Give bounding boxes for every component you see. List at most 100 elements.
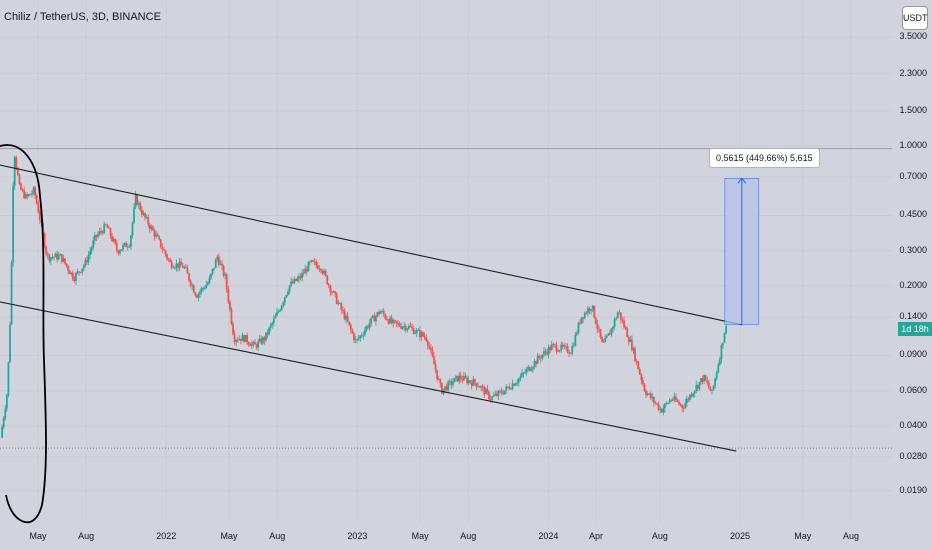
candle-body	[700, 378, 702, 383]
candle-body	[641, 380, 644, 385]
candle-body	[335, 293, 338, 304]
symbol-title: Chiliz / TetherUS, 3D, BINANCE	[4, 11, 161, 23]
candle-body	[574, 334, 577, 346]
candle-body	[290, 281, 293, 286]
candle-body	[462, 375, 465, 381]
candle-body	[609, 333, 611, 335]
candle-body	[715, 372, 718, 379]
candle-body	[571, 346, 574, 354]
candle-body	[301, 272, 304, 279]
candle-body	[31, 193, 33, 195]
candle-body	[428, 345, 431, 348]
candle-body	[613, 319, 616, 327]
candle-body	[723, 332, 726, 343]
candle-body	[475, 383, 478, 387]
candle-body	[170, 261, 173, 268]
candle-body	[244, 335, 247, 342]
candle-body	[704, 375, 707, 381]
candle-body	[670, 399, 673, 401]
candle-body	[663, 403, 666, 409]
candle-body	[668, 400, 671, 404]
currency-button[interactable]: USDT	[902, 6, 928, 30]
candle-body	[662, 408, 665, 413]
candle-body	[199, 291, 201, 294]
candle-body	[156, 234, 159, 237]
candle-body	[659, 408, 662, 410]
candle-body	[153, 230, 156, 237]
candle-body	[538, 355, 541, 358]
candle-body	[508, 387, 511, 389]
candle-body	[104, 224, 107, 225]
candle-body	[717, 364, 720, 373]
candle-body	[396, 323, 399, 324]
time-tick-label: Aug	[651, 531, 668, 541]
candle-body	[579, 322, 581, 324]
candle-body	[528, 366, 531, 371]
candle-body	[148, 224, 151, 229]
price-tick-label: 0.4500	[899, 209, 927, 220]
candle-body	[599, 328, 602, 337]
candle-body	[398, 323, 401, 327]
candle-body	[368, 323, 371, 328]
candle-body	[222, 265, 225, 276]
candle-body	[525, 369, 528, 373]
candle-body	[602, 341, 605, 343]
candle-body	[638, 369, 641, 374]
candle-body	[108, 227, 110, 229]
candle-body	[15, 157, 18, 168]
descending-channel	[0, 164, 743, 452]
candle-body	[547, 347, 550, 355]
candle-body	[271, 322, 274, 326]
candle-body	[649, 393, 652, 399]
candle-body	[502, 393, 505, 395]
price-tick-label: 0.7000	[899, 171, 927, 182]
candle-body	[21, 189, 24, 191]
candle-body	[48, 254, 51, 261]
candle-body	[134, 194, 137, 208]
time-tick-label: Aug	[842, 531, 859, 541]
candle-body	[725, 326, 728, 333]
candle-body	[530, 369, 533, 371]
candle-body	[332, 291, 335, 293]
candle-body	[252, 341, 255, 344]
candle-body	[632, 348, 635, 351]
candle-body	[181, 265, 184, 268]
candle-body	[280, 305, 283, 311]
candle-body	[337, 302, 340, 304]
candle-body	[241, 335, 244, 341]
candle-body	[318, 268, 321, 270]
candle-body	[329, 285, 332, 293]
candle-body	[406, 328, 409, 331]
candle-body	[607, 333, 610, 336]
candle-body	[346, 316, 349, 322]
candle-body	[238, 338, 241, 341]
candle-body	[228, 301, 231, 309]
candle-body	[415, 330, 418, 333]
candle-body	[119, 250, 121, 254]
candle-body	[365, 326, 368, 331]
candle-body	[70, 272, 73, 274]
candle-body	[283, 297, 286, 303]
time-tick-label: 2023	[347, 531, 368, 541]
candle-body	[612, 326, 614, 329]
candle-body	[65, 263, 68, 267]
candle-body	[324, 270, 327, 276]
candle-body	[473, 379, 476, 384]
candle-body	[407, 325, 410, 329]
candle-body	[60, 254, 63, 262]
candle-body	[618, 312, 621, 314]
candle-body	[478, 386, 481, 388]
candle-body	[484, 389, 487, 395]
candle-body	[164, 250, 167, 255]
candle-body	[433, 356, 435, 365]
candle-body	[456, 376, 459, 382]
time-tick-label: Aug	[269, 531, 286, 541]
candle-body	[141, 210, 143, 215]
candle-body	[701, 378, 704, 382]
candle-body	[720, 345, 723, 360]
candle-body	[188, 273, 190, 281]
candle-body	[400, 326, 402, 329]
candle-body	[191, 285, 194, 287]
candle-body	[197, 293, 200, 298]
